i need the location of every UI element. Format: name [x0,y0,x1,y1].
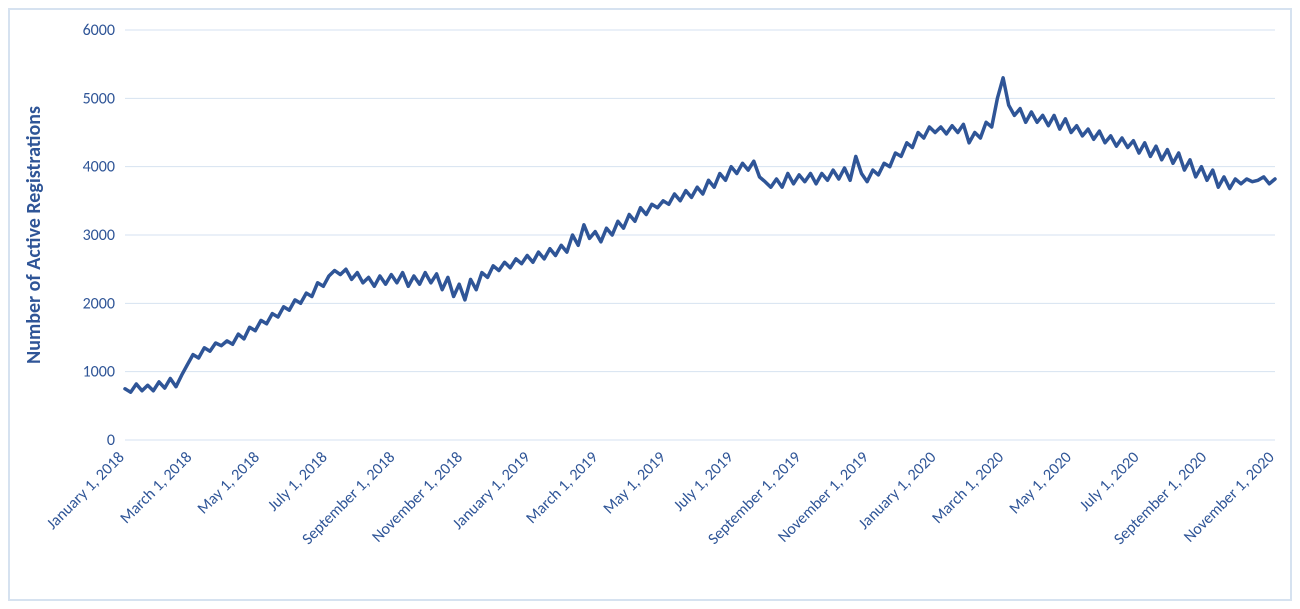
y-tick-label: 6000 [83,21,115,40]
y-tick-label: 4000 [83,158,115,177]
x-tick-label: May 1, 2018 [194,448,264,518]
x-tick-label: July 1, 2019 [670,448,737,515]
x-tick-label: July 1, 2020 [1076,448,1143,515]
chart-outer-frame: 0 1000 2000 3000 4000 5000 6000 January 1, 2018… [0,0,1300,609]
x-tick-label: January 1, 2018 [43,448,129,534]
y-tick-label: 3000 [83,226,115,245]
y-tick-label: 2000 [83,294,115,313]
line-chart: 0 1000 2000 3000 4000 5000 6000 January 1, 2018… [10,10,1294,603]
x-tick-label: March 1, 2020 [928,448,1008,528]
x-tick-label: July 1, 2018 [264,448,331,515]
y-tick-label: 1000 [83,363,115,382]
y-axis-title: Number of Active Registrations [22,106,46,364]
chart-card: 0 1000 2000 3000 4000 5000 6000 January 1, 2018… [8,8,1292,601]
y-tick-label: 5000 [83,89,115,108]
x-tick-label: March 1, 2019 [522,448,602,528]
y-tick-label: 0 [107,431,115,450]
x-tick-label: May 1, 2019 [600,448,670,518]
x-tick-label: March 1, 2018 [117,448,197,528]
x-tick-label: May 1, 2020 [1006,448,1076,518]
